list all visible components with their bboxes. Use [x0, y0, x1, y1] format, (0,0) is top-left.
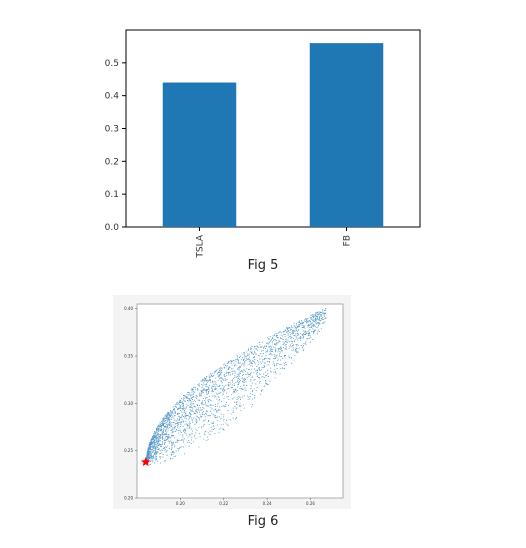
x-tick-label: 0.22 [219, 501, 228, 506]
y-tick-label: 0.40 [124, 306, 133, 311]
y-tick-label: 0.20 [124, 496, 133, 501]
scatter-plot-area [136, 303, 344, 499]
min-volatility-star-marker [140, 457, 151, 467]
bar-fb [309, 43, 384, 228]
x-tick-label: 0.20 [176, 501, 185, 506]
x-tick-label: 0.26 [306, 501, 315, 506]
scatter-points [145, 308, 327, 466]
x-tick-label: 0.24 [263, 501, 272, 506]
y-tick-label: 0.4 [105, 92, 120, 102]
y-tick-label: 0.25 [124, 448, 133, 453]
fig6-caption: Fig 6 [247, 514, 279, 529]
y-tick-label: 0.2 [105, 157, 119, 167]
fig5-caption: Fig 5 [247, 258, 279, 273]
bar-tsla [162, 82, 237, 228]
x-tick-label: TSLA [196, 234, 206, 258]
y-tick-label: 0.3 [105, 125, 119, 135]
y-tick-label: 0.35 [124, 354, 133, 359]
y-tick-label: 0.5 [105, 59, 119, 69]
x-tick-label: FB [343, 235, 353, 246]
y-tick-label: 0.30 [124, 401, 133, 406]
y-tick-label: 0.1 [105, 190, 119, 200]
y-tick-label: 0.0 [105, 223, 120, 233]
